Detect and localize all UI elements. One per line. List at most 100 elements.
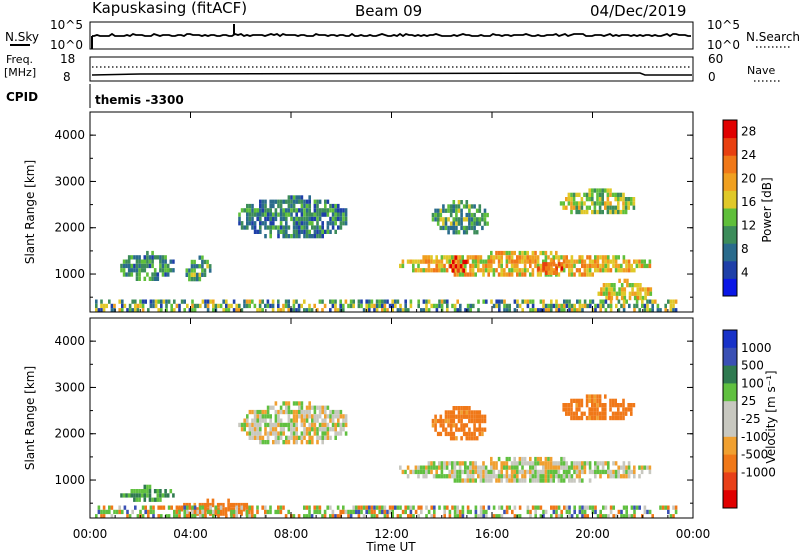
heatmap-cell bbox=[606, 209, 610, 215]
heatmap-cell bbox=[516, 255, 519, 260]
heatmap-cell bbox=[605, 295, 608, 301]
heatmap-cell bbox=[557, 272, 561, 277]
heatmap-cell bbox=[259, 199, 262, 204]
heatmap-cell bbox=[617, 407, 620, 412]
heatmap-cell bbox=[500, 478, 503, 483]
heatmap-cell bbox=[222, 308, 225, 313]
heatmap-cell bbox=[440, 268, 444, 273]
heatmap-cell bbox=[513, 478, 516, 483]
heatmap-cell bbox=[334, 221, 337, 226]
heatmap-cell bbox=[563, 303, 566, 309]
heatmap-cell bbox=[568, 263, 571, 269]
heatmap-cell bbox=[497, 263, 501, 269]
heatmap-cell bbox=[120, 263, 123, 269]
heatmap-cell bbox=[159, 489, 162, 494]
heatmap-cell bbox=[438, 461, 441, 466]
heatmap-cell bbox=[243, 299, 246, 304]
heatmap-cell bbox=[598, 188, 602, 193]
heatmap-cell bbox=[264, 203, 267, 209]
heatmap-cell bbox=[459, 303, 462, 309]
heatmap-cell bbox=[396, 299, 400, 304]
heatmap-cell bbox=[580, 411, 584, 416]
heatmap-cell bbox=[313, 208, 317, 213]
heatmap-cell bbox=[203, 268, 207, 273]
heatmap-cell bbox=[339, 221, 343, 226]
heatmap-cell bbox=[143, 268, 147, 273]
heatmap-cell bbox=[573, 308, 576, 313]
heatmap-cell bbox=[604, 308, 608, 313]
heatmap-cell bbox=[259, 414, 262, 419]
heatmap-cell bbox=[442, 225, 445, 231]
heatmap-cell bbox=[386, 308, 389, 313]
heatmap-cell bbox=[318, 405, 322, 410]
heatmap-cell bbox=[442, 418, 445, 424]
heatmap-cell bbox=[452, 268, 455, 273]
heatmap-cell bbox=[214, 509, 218, 515]
heatmap-cell bbox=[420, 505, 423, 510]
heatmap-cell bbox=[575, 411, 578, 416]
heatmap-cell bbox=[305, 221, 309, 226]
heatmap-cell bbox=[342, 509, 345, 515]
heatmap-cell bbox=[557, 465, 561, 470]
heatmap-cell bbox=[308, 203, 311, 209]
heatmap-cell bbox=[562, 478, 566, 483]
heatmap-cell bbox=[452, 225, 456, 231]
heatmap-cell bbox=[585, 398, 589, 403]
heatmap-cell bbox=[586, 268, 589, 273]
heatmap-cell bbox=[157, 505, 160, 510]
heatmap-cell bbox=[297, 303, 301, 309]
heatmap-cell bbox=[282, 505, 285, 510]
heatmap-cell bbox=[148, 493, 152, 498]
heatmap-cell bbox=[172, 259, 175, 264]
heatmap-cell bbox=[131, 299, 134, 304]
heatmap-cell bbox=[141, 514, 145, 519]
heatmap-cell bbox=[329, 505, 332, 510]
heatmap-cell bbox=[156, 497, 160, 502]
heatmap-cell bbox=[630, 201, 633, 206]
heatmap-cell bbox=[313, 431, 317, 436]
heatmap-cell bbox=[573, 461, 576, 466]
heatmap-cell bbox=[248, 431, 252, 436]
heatmap-cell bbox=[154, 299, 158, 304]
heatmap-cell bbox=[492, 461, 496, 466]
heatmap-cell bbox=[167, 514, 171, 519]
heatmap-cell bbox=[583, 192, 586, 197]
heatmap-cell bbox=[303, 409, 306, 415]
heatmap-cell bbox=[209, 502, 212, 508]
heatmap-cell bbox=[474, 263, 477, 269]
heatmap-cell bbox=[464, 465, 467, 470]
heatmap-cell bbox=[453, 465, 457, 470]
heatmap-cell bbox=[466, 303, 470, 309]
heatmap-cell bbox=[160, 514, 163, 519]
heatmap-cell bbox=[237, 507, 241, 512]
heatmap-cell bbox=[521, 478, 524, 483]
heatmap-cell bbox=[313, 203, 317, 209]
heatmap-cell bbox=[596, 465, 600, 470]
heatmap-cell bbox=[391, 514, 394, 519]
heatmap-cell bbox=[549, 250, 553, 256]
heatmap-cell bbox=[305, 505, 309, 510]
heatmap-cell bbox=[316, 199, 319, 204]
heatmap-cell bbox=[208, 268, 212, 273]
heatmap-cell bbox=[620, 474, 623, 479]
heatmap-cell bbox=[292, 216, 296, 222]
heatmap-cell bbox=[303, 225, 306, 230]
colorbar-swatch bbox=[723, 155, 737, 174]
heatmap-cell bbox=[303, 505, 306, 510]
heatmap-cell bbox=[568, 514, 571, 519]
heatmap-cell bbox=[449, 418, 453, 424]
nsky-trace bbox=[92, 32, 691, 38]
colorbar-tick-label: 24 bbox=[741, 148, 756, 162]
heatmap-cell bbox=[391, 308, 394, 313]
heatmap-cell bbox=[625, 505, 628, 510]
heatmap-cell bbox=[539, 514, 543, 519]
heatmap-cell bbox=[482, 272, 485, 277]
heatmap-cell bbox=[143, 497, 147, 502]
heatmap-cell bbox=[586, 255, 589, 260]
heatmap-cell bbox=[287, 401, 291, 406]
heatmap-cell bbox=[597, 291, 601, 296]
heatmap-cell bbox=[624, 209, 628, 215]
heatmap-cell bbox=[599, 509, 602, 515]
heatmap-cell bbox=[161, 272, 165, 277]
heatmap-cell bbox=[409, 469, 412, 475]
